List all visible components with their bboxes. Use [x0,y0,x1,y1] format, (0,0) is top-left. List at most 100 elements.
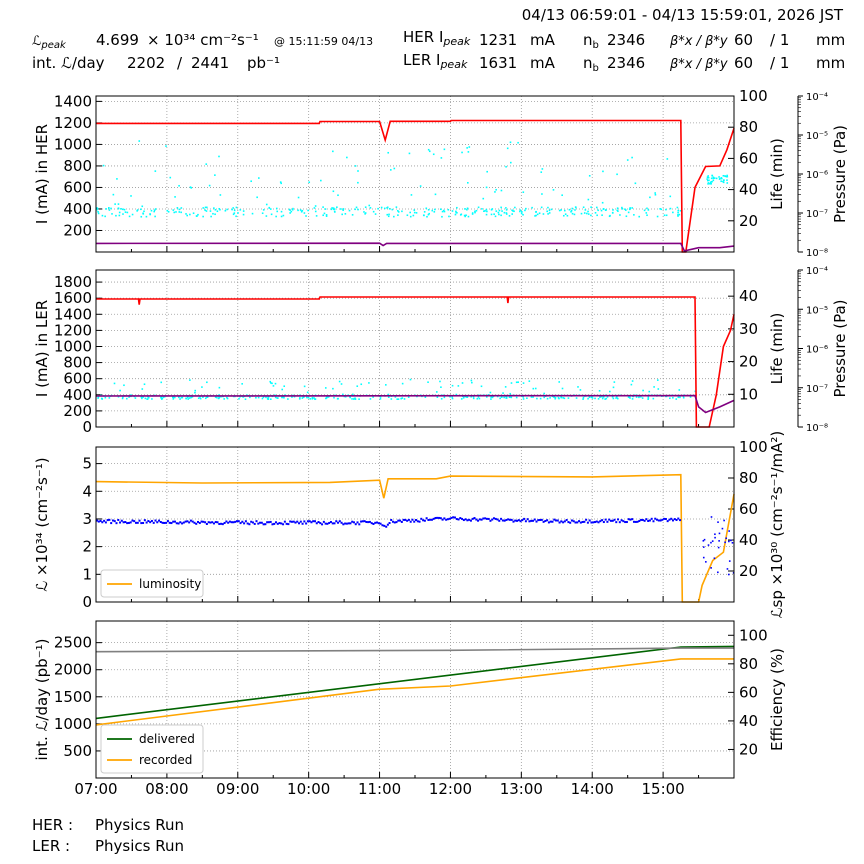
life-point [440,157,443,159]
life-point [303,396,305,398]
y-tick-label: 1400 [54,92,92,110]
life-point [209,210,212,212]
life-point [434,193,437,196]
life-point [440,397,443,400]
specific-lumi-point [214,521,217,524]
life-point [332,190,335,193]
life-point [558,209,561,212]
specific-lumi-point [264,523,267,526]
life-point [528,380,531,382]
specific-lumi-point [250,520,253,523]
specific-lumi-point [670,517,673,520]
specific-lumi-point [152,521,155,524]
life-point [232,213,235,216]
int-unit: pb⁻¹ [247,54,280,72]
life-point [330,208,333,211]
her-beta-label: β*x / β*y [669,34,728,49]
y-tick-label: 1000 [54,337,92,355]
specific-lumi-point [544,519,547,522]
life-point [332,207,335,209]
specific-lumi-point [367,521,370,524]
life-point [172,209,175,211]
life-point [647,396,650,399]
specific-lumi-point [675,518,678,521]
life-point [612,386,615,389]
life-point [121,397,124,400]
specific-lumi-point [248,523,251,526]
life-point [275,215,277,218]
specific-lumi-point [227,521,230,524]
life-point [387,215,390,218]
life-point [506,147,509,150]
life-point [486,170,488,173]
life-point [218,394,220,396]
y-axis-label: I (mA) in LER [33,300,51,397]
specific-lumi-point [533,518,536,521]
specific-lumi-point [608,518,611,521]
specific-lumi-point [267,521,270,524]
specific-lumi-point [337,521,340,524]
specific-lumi-point [657,519,660,522]
life-point [298,398,301,400]
life-point [357,208,359,211]
life-point [265,215,268,217]
life-point [409,215,412,218]
specific-lumi-point [251,521,254,524]
life-point [490,398,492,400]
y2-tick-label: 80 [739,469,758,487]
specific-lumi-point [423,519,426,522]
panel-luminosity: 0 1 2 3 4 5 20 40 60 80 100 ℒ ×10³⁴ (cm⁻²s⁻¹) ℒsp ×1… [33,431,786,619]
specific-lumi-point [530,519,533,522]
y2-tick-label: 40 [739,287,758,305]
life-point [202,396,204,399]
life-point [169,176,172,179]
life-point [587,213,590,215]
life-point [602,170,604,173]
life-point [190,396,192,399]
life-point [141,388,144,390]
life-point [659,208,661,210]
specific-lumi-point [480,518,483,521]
specific-lumi-point [592,521,595,524]
life-point [631,380,634,382]
life-point [387,396,390,398]
specific-lumi-point [523,517,526,520]
life-point [174,196,176,198]
life-point [724,175,726,177]
life-point [447,208,450,211]
life-point [423,211,426,213]
life-point [393,167,396,170]
life-point [256,196,258,199]
specific-lumi-point [172,520,175,523]
life-point [689,396,692,398]
life-point [180,207,183,209]
specific-lumi-point [677,517,680,520]
y-tick-label: 1200 [54,114,92,132]
specific-lumi-point [645,518,648,521]
life-point [233,209,236,212]
current-line [96,119,735,253]
specific-lumi-point [274,521,277,524]
life-point [646,207,648,210]
specific-lumi-point [244,520,247,523]
specific-lumi-point [317,521,320,524]
specific-lumi-point [501,519,504,522]
int-delivered: 2202 [127,54,165,72]
specific-lumi-point [198,522,201,525]
specific-lumi-point [202,520,205,523]
life-point [520,212,523,215]
life-point [410,194,413,196]
life-point [374,213,377,215]
life-point [503,211,506,214]
specific-lumi-point [223,521,226,524]
life-point [613,381,616,383]
her-nb-value: 2346 [607,31,645,49]
life-point [401,210,403,213]
specific-lumi-point [386,523,389,526]
life-point [389,169,392,171]
life-point [128,215,131,218]
specific-lumi-point [727,573,730,576]
life-point [313,397,315,399]
life-point [505,396,508,399]
life-point [119,389,121,392]
